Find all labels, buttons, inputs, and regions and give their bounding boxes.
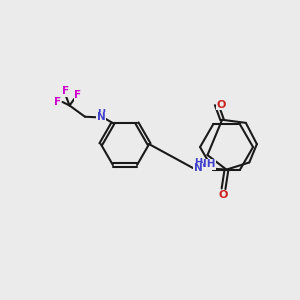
Text: N: N <box>194 163 202 173</box>
Text: H: H <box>97 109 105 119</box>
Text: O: O <box>216 100 226 110</box>
Text: F: F <box>74 90 81 100</box>
Text: NH: NH <box>198 160 215 170</box>
Text: F: F <box>54 97 61 107</box>
Text: O: O <box>219 190 228 200</box>
Text: H: H <box>194 158 202 168</box>
Text: N: N <box>97 112 106 122</box>
Text: F: F <box>61 86 69 96</box>
